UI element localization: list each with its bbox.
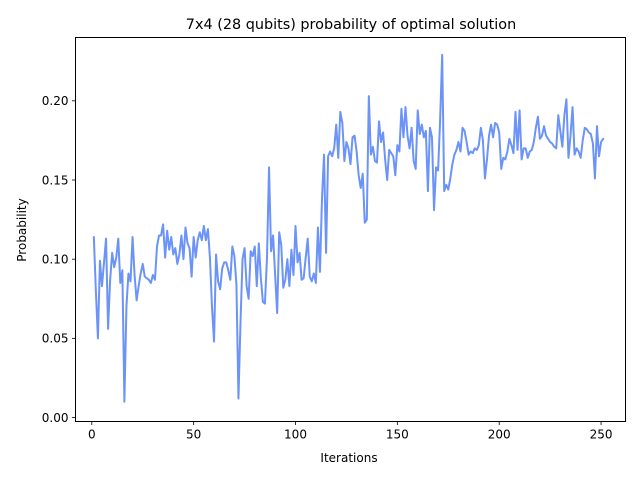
y-tick-label: 0.20: [42, 94, 69, 108]
plot-frame: [75, 37, 626, 422]
x-tick-label: 150: [386, 428, 409, 442]
plot-area: [92, 53, 605, 403]
x-tick-label: 0: [88, 428, 96, 442]
chart-title: 7x4 (28 qubits) probability of optimal s…: [186, 17, 516, 33]
x-axis-label: Iterations: [320, 451, 377, 465]
y-axis-label: Probability: [15, 198, 29, 261]
x-tick-label: 250: [590, 428, 613, 442]
x-axis: 0 50 100 150 200 250: [88, 421, 613, 442]
y-tick-label: 0.15: [42, 173, 69, 187]
y-axis: 0.00 0.05 0.10 0.15 0.20: [42, 94, 76, 425]
series-line: [92, 53, 605, 403]
x-tick-label: 100: [284, 428, 307, 442]
y-tick-label: 0.10: [42, 252, 69, 266]
y-tick-label: 0.00: [42, 411, 69, 425]
x-tick-label: 200: [488, 428, 511, 442]
x-tick-label: 50: [186, 428, 201, 442]
y-tick-label: 0.05: [42, 332, 69, 346]
